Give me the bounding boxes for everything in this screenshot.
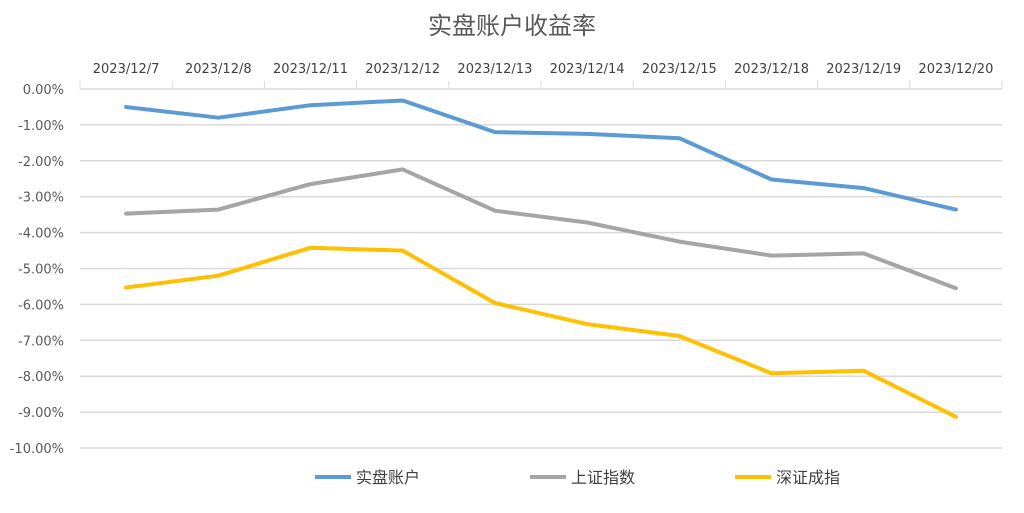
legend-label: 实盘账户 [356, 468, 420, 487]
data-point [216, 273, 221, 278]
data-point [954, 207, 958, 212]
data-point [400, 248, 405, 253]
y-tick-label: -8.00% [18, 370, 64, 385]
x-tick-label: 2023/12/15 [642, 62, 717, 77]
x-tick-label: 2023/12/18 [734, 62, 809, 77]
y-tick-label: -6.00% [18, 298, 64, 313]
x-tick-label: 2023/12/14 [550, 62, 625, 77]
x-tick-label: 2023/12/19 [826, 62, 901, 77]
data-point [861, 186, 866, 190]
data-point [861, 369, 866, 373]
data-point [124, 211, 128, 216]
data-point [493, 130, 497, 134]
data-point [124, 105, 128, 109]
y-tick-label: -5.00% [18, 263, 64, 278]
x-tick-label: 2023/12/20 [918, 62, 993, 77]
series-line-2 [124, 167, 958, 291]
y-tick-label: -3.00% [18, 191, 64, 206]
y-tick-label: -4.00% [18, 227, 64, 242]
data-point [400, 98, 405, 103]
x-tick-label: 2023/12/12 [365, 62, 440, 77]
y-tick-label: -2.00% [18, 155, 64, 170]
data-point [216, 207, 221, 212]
data-point [216, 115, 221, 120]
y-tick-label: -7.00% [18, 334, 64, 349]
data-point [954, 286, 958, 291]
data-point [769, 177, 774, 182]
chart-title: 实盘账户收益率 [428, 12, 596, 40]
data-point [400, 167, 405, 172]
data-point [308, 182, 313, 186]
x-tick-label: 2023/12/7 [93, 62, 160, 77]
data-point [124, 285, 128, 290]
legend-label: 上证指数 [571, 468, 635, 487]
data-point [493, 208, 497, 213]
legend-label: 深证成指 [776, 468, 840, 487]
data-point [677, 239, 682, 244]
data-point [308, 245, 313, 250]
y-tick-label: 0.00% [23, 83, 64, 98]
x-tick-label: 2023/12/11 [273, 62, 348, 77]
x-tick-label: 2023/12/8 [185, 62, 252, 77]
data-point [585, 322, 589, 326]
series-line-3 [124, 245, 958, 419]
series-line-1 [124, 98, 958, 212]
x-tick-label: 2023/12/13 [457, 62, 532, 77]
data-point [769, 371, 774, 376]
y-tick-label: -9.00% [18, 406, 64, 421]
data-point [861, 251, 866, 256]
data-point [677, 334, 682, 338]
data-point [585, 220, 589, 225]
data-point [308, 103, 313, 107]
y-tick-label: -10.00% [10, 442, 64, 457]
data-point [585, 132, 589, 136]
data-point [677, 136, 682, 140]
data-point [769, 253, 774, 258]
data-point [493, 301, 497, 305]
y-tick-label: -1.00% [18, 119, 64, 134]
data-point [954, 414, 958, 419]
